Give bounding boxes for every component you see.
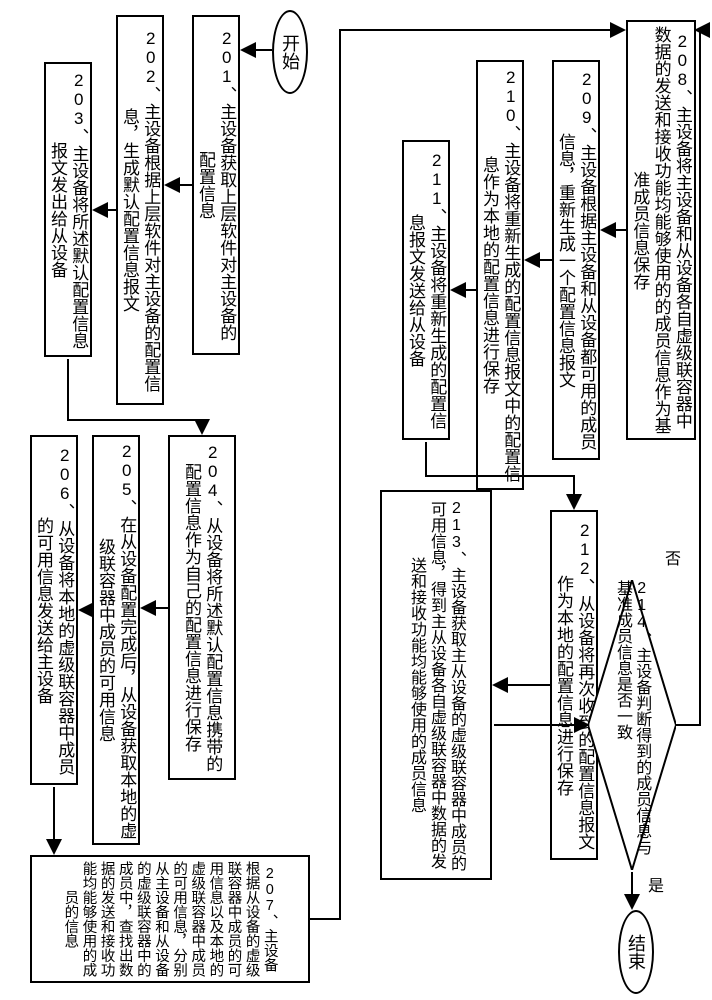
flowchart: 开始 201、主设备获取上层软件对主设备的配置信息 202、主设备根据上层软件对…	[10, 10, 702, 990]
connectors	[10, 10, 702, 990]
